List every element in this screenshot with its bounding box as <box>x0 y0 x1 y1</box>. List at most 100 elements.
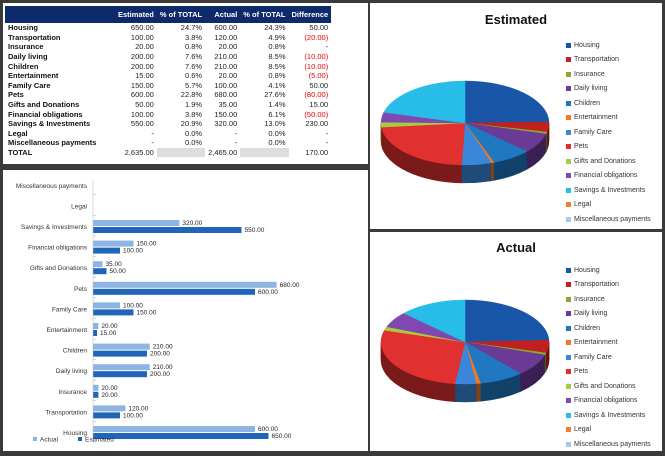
table-row: Legal - 0.0% - 0.0% - <box>5 129 331 139</box>
legend-label: Financial obligations <box>574 172 638 180</box>
pie-legend: Housing Transportation Insurance Daily livi… <box>566 38 651 227</box>
bar-actual <box>93 323 99 329</box>
bar-estimated <box>93 391 99 398</box>
legend-item: Insurance <box>566 292 651 307</box>
legend-label: Pets <box>574 368 589 376</box>
data-label: 20.00 <box>101 392 118 399</box>
legend-swatch <box>566 57 571 63</box>
cell: 0.0% <box>184 128 203 138</box>
legend-item: Pets <box>566 140 651 155</box>
bar-estimated <box>93 330 98 336</box>
table-row: Daily living 200.00 7.6% 210.00 8.5% (10.00) <box>5 52 331 62</box>
bar-actual <box>93 281 277 288</box>
bar-actual <box>93 384 99 391</box>
cell: (10.00) <box>304 61 329 71</box>
cell: 210.00 <box>214 61 238 71</box>
data-label: 15.00 <box>100 330 117 337</box>
cell: 200.00 <box>130 52 154 62</box>
data-label: 200.00 <box>150 371 170 378</box>
legend-swatch <box>566 369 571 375</box>
row-label: Pets <box>8 90 24 100</box>
column-header <box>5 6 115 23</box>
legend-item: Transportation <box>566 53 651 68</box>
legend-item: Children <box>566 96 651 111</box>
cell: 100.00 <box>130 32 154 42</box>
bar-estimated <box>93 371 147 378</box>
estimated-pie-panel: Estimated Housing Transportation Insurance… <box>370 3 662 229</box>
legend-item: Savings & Investments <box>566 183 651 198</box>
legend-swatch <box>566 354 571 360</box>
category-label: Miscellaneous payments <box>16 183 88 190</box>
cell: 8.5% <box>268 61 286 71</box>
category-label: Children <box>63 348 88 355</box>
legend-swatch <box>566 129 571 135</box>
budget-table: Estimated% of TOTAL Actual% of TOTAL Diffe… <box>5 6 332 158</box>
cell: 600.00 <box>130 90 154 100</box>
table-row: Housing 650.00 24.7% 600.00 24.3% 50.00 <box>5 23 331 33</box>
cell: 35.00 <box>218 100 238 110</box>
legend-label: Family Care <box>574 353 612 361</box>
bar-actual <box>93 220 180 226</box>
bar-actual <box>93 302 120 309</box>
bar-actual <box>93 405 126 412</box>
legend-label: Housing <box>574 41 600 49</box>
table-row: Family Care 150.00 5.7% 100.00 4.1% 50.00 <box>5 81 331 91</box>
legend-item: Financial obligations <box>566 169 651 184</box>
row-label: Housing <box>8 23 38 33</box>
legend-item: Legal <box>566 198 651 213</box>
cell: (10.00) <box>304 52 329 62</box>
legend-label: Family Care <box>574 128 612 136</box>
cell: 150.00 <box>214 109 238 119</box>
legend-label: Insurance <box>574 295 605 303</box>
legend-swatch <box>566 412 571 418</box>
legend-label: Gifts and Donations <box>574 382 636 390</box>
legend-swatch <box>566 86 571 92</box>
cell: 50.00 <box>135 100 154 110</box>
legend-label: Savings & Investments <box>574 411 646 419</box>
cell: 0.0% <box>268 138 286 148</box>
cell: (50.00) <box>304 109 329 119</box>
cell: - <box>325 128 329 138</box>
bar-estimated <box>93 433 269 439</box>
data-label: 600.00 <box>258 426 278 433</box>
column-header: Difference <box>288 6 332 23</box>
budget-table-panel: Estimated% of TOTAL Actual% of TOTAL Diffe… <box>3 3 368 164</box>
legend-label: Housing <box>574 266 600 274</box>
cell: (5.00) <box>308 71 329 81</box>
column-header: Estimated <box>115 6 157 23</box>
legend-swatch <box>566 71 571 77</box>
row-label: Daily living <box>8 52 48 62</box>
cell: - <box>151 128 154 138</box>
total-row: TOTAL 2,635.00 2,465.00 170.00 <box>5 147 331 158</box>
legend-item: Miscellaneous payments <box>566 212 651 227</box>
legend-item: Financial obligations <box>566 394 651 409</box>
legend-swatch <box>566 311 571 317</box>
bar-chart: Housing600.00650.00Transportation120.001… <box>16 180 300 444</box>
legend-label: Transportation <box>574 56 619 64</box>
category-label: Housing <box>63 430 87 437</box>
legend-item: Entertainment <box>566 336 651 351</box>
category-label: Financial obligations <box>28 245 88 252</box>
cell: 22.8% <box>180 90 203 100</box>
cell: 20.00 <box>218 71 238 81</box>
category-label: Savings & Investments <box>21 224 88 231</box>
cell: 24.7% <box>180 23 203 33</box>
legend-label: Savings & Investments <box>574 186 646 194</box>
cell: 320.00 <box>214 119 238 129</box>
cell: 600.00 <box>214 23 238 33</box>
row-label: Gifts and Donations <box>8 100 80 110</box>
data-label: 550.00 <box>245 227 265 234</box>
cell: 0.0% <box>268 128 286 138</box>
cell: 0.8% <box>268 71 286 81</box>
legend-item: Family Care <box>566 350 651 365</box>
legend-item: Housing <box>566 263 651 278</box>
legend-label: Children <box>574 99 601 107</box>
cell: 650.00 <box>130 23 154 33</box>
legend-swatch <box>78 437 82 441</box>
category-label: Entertainment <box>47 327 88 334</box>
legend-item: Pets <box>566 365 651 380</box>
legend-item: Family Care <box>566 125 651 140</box>
row-label: Entertainment <box>8 71 59 81</box>
row-label: Transportation <box>8 32 61 42</box>
legend-label: Children <box>574 324 601 332</box>
